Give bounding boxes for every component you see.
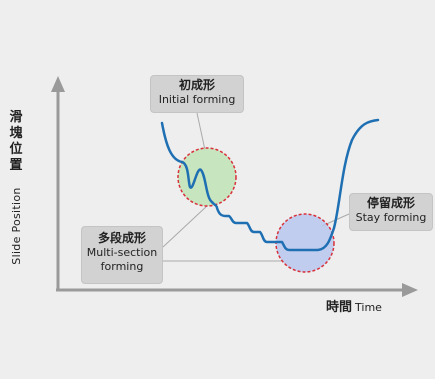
multi-section-label-en-line1: Multi-section [86, 246, 158, 259]
stay-forming-label-cn: 停留成形 [366, 196, 415, 210]
stay-forming-label-en: Stay forming [355, 211, 427, 224]
initial-forming-circle [177, 147, 237, 207]
x-axis-arrow [402, 283, 418, 297]
x-axis-label: 時間 Time [326, 296, 382, 315]
y-axis-label-cn: 滑塊位置 [9, 110, 23, 173]
initial-forming-label-cn: 初成形 [178, 78, 215, 92]
initial-forming-label-en: Initial forming [158, 93, 236, 106]
multi-section-label-en-line2: forming [100, 259, 144, 273]
x-axis-label-en: Time [355, 301, 382, 314]
y-axis-label: 滑塊位置 Slide Position [3, 110, 29, 280]
leader-line-initial [196, 112, 206, 151]
initial-forming-label: 初成形 Initial forming [150, 75, 244, 113]
y-axis-arrow [51, 76, 65, 92]
leader-line-multi [162, 204, 209, 248]
stay-forming-label: 停留成形 Stay forming [349, 193, 433, 231]
y-axis-label-en: Slide Position [10, 187, 23, 265]
x-axis-label-cn: 時間 [326, 300, 353, 315]
multi-section-label-cn: 多段成形 [97, 231, 146, 245]
slide-motion-curve [160, 118, 380, 252]
multi-section-forming-label: 多段成形 Multi-section forming [81, 226, 163, 284]
stay-forming-circle [275, 213, 335, 273]
